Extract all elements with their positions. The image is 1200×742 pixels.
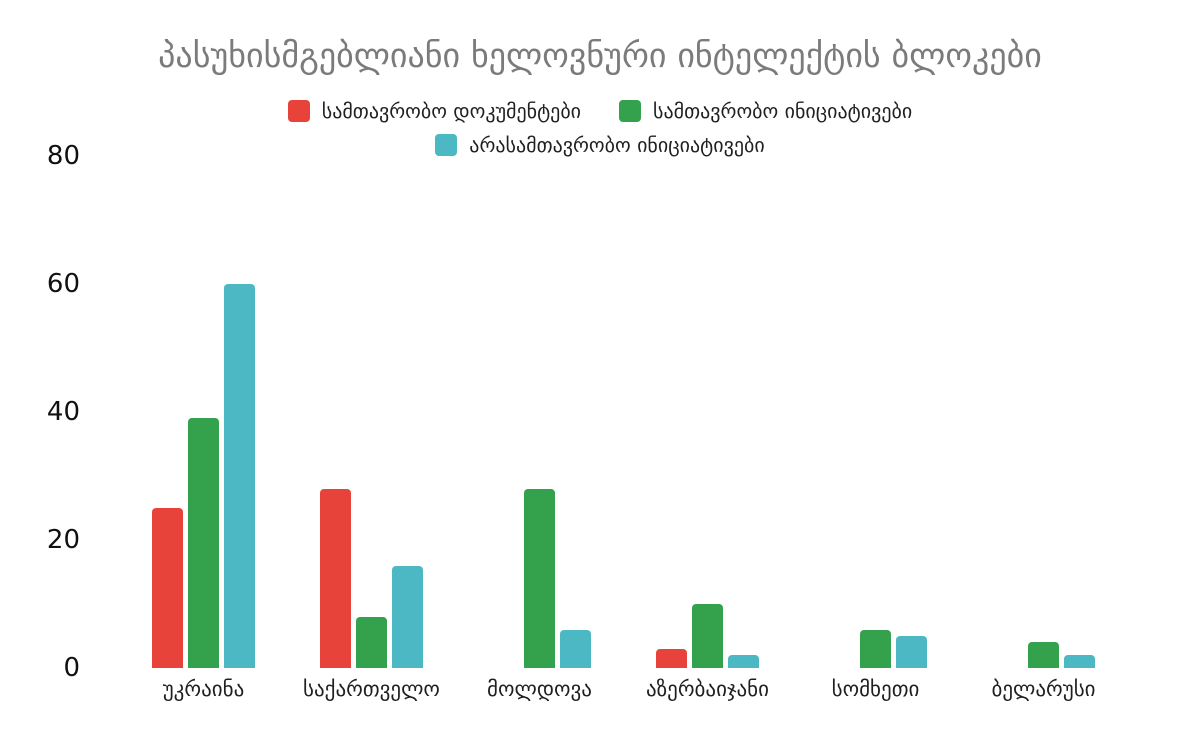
- x-axis-category-label: საქართველო: [303, 677, 440, 701]
- legend-swatch-green-icon: [619, 100, 642, 122]
- x-axis-category-label: მოლდოვა: [487, 677, 592, 701]
- legend-row-2: არასამთავრობო ინიციატივები: [435, 133, 765, 157]
- bar-teal-აზერბაიჯანი: [728, 655, 759, 668]
- legend: სამთავრობო დოკუმენტები სამთავრობო ინიცია…: [0, 99, 1200, 157]
- x-axis-category-label: უკრაინა: [162, 677, 245, 701]
- legend-label: სამთავრობო დოკუმენტები: [321, 99, 582, 123]
- y-axis-tick-label: 80: [46, 141, 80, 171]
- bar-red-საქართველო: [320, 488, 351, 668]
- y-axis-tick-label: 0: [63, 653, 80, 683]
- y-axis-tick-label: 40: [46, 397, 80, 427]
- legend-swatch-teal-icon: [435, 134, 458, 156]
- bar-red-უკრაინა: [152, 508, 183, 668]
- legend-swatch-red-icon: [287, 100, 310, 122]
- bar-green-სომხეთი: [860, 629, 891, 668]
- legend-item-gov-documents: სამთავრობო დოკუმენტები: [287, 99, 582, 123]
- bar-teal-მოლდოვა: [560, 629, 591, 668]
- legend-item-nongov-initiatives: არასამთავრობო ინიციატივები: [435, 133, 765, 157]
- legend-label: სამთავრობო ინიციატივები: [653, 99, 913, 123]
- bar-green-საქართველო: [356, 616, 387, 668]
- y-axis-tick-label: 60: [46, 269, 80, 299]
- legend-item-gov-initiatives: სამთავრობო ინიციატივები: [619, 99, 912, 123]
- x-axis-category-label: აზერბაიჯანი: [646, 677, 769, 701]
- bar-green-აზერბაიჯანი: [692, 604, 723, 668]
- bar-teal-ბელარუსი: [1064, 655, 1095, 668]
- x-axis-category-label: სომხეთი: [831, 677, 920, 701]
- bar-teal-სომხეთი: [896, 636, 927, 668]
- y-axis-tick-label: 20: [46, 525, 80, 555]
- bar-green-უკრაინა: [188, 418, 219, 668]
- bar-green-მოლდოვა: [524, 488, 555, 668]
- chart-title: პასუხისმგებლიანი ხელოვნური ინტელექტის ბლ…: [158, 36, 1042, 76]
- legend-row-1: სამთავრობო დოკუმენტები სამთავრობო ინიცია…: [287, 99, 912, 123]
- legend-label: არასამთავრობო ინიციატივები: [469, 133, 765, 157]
- bar-green-ბელარუსი: [1028, 642, 1059, 668]
- x-axis-category-label: ბელარუსი: [991, 677, 1096, 701]
- bar-teal-საქართველო: [392, 565, 423, 668]
- bar-teal-უკრაინა: [224, 284, 255, 668]
- bar-red-აზერბაიჯანი: [656, 648, 687, 668]
